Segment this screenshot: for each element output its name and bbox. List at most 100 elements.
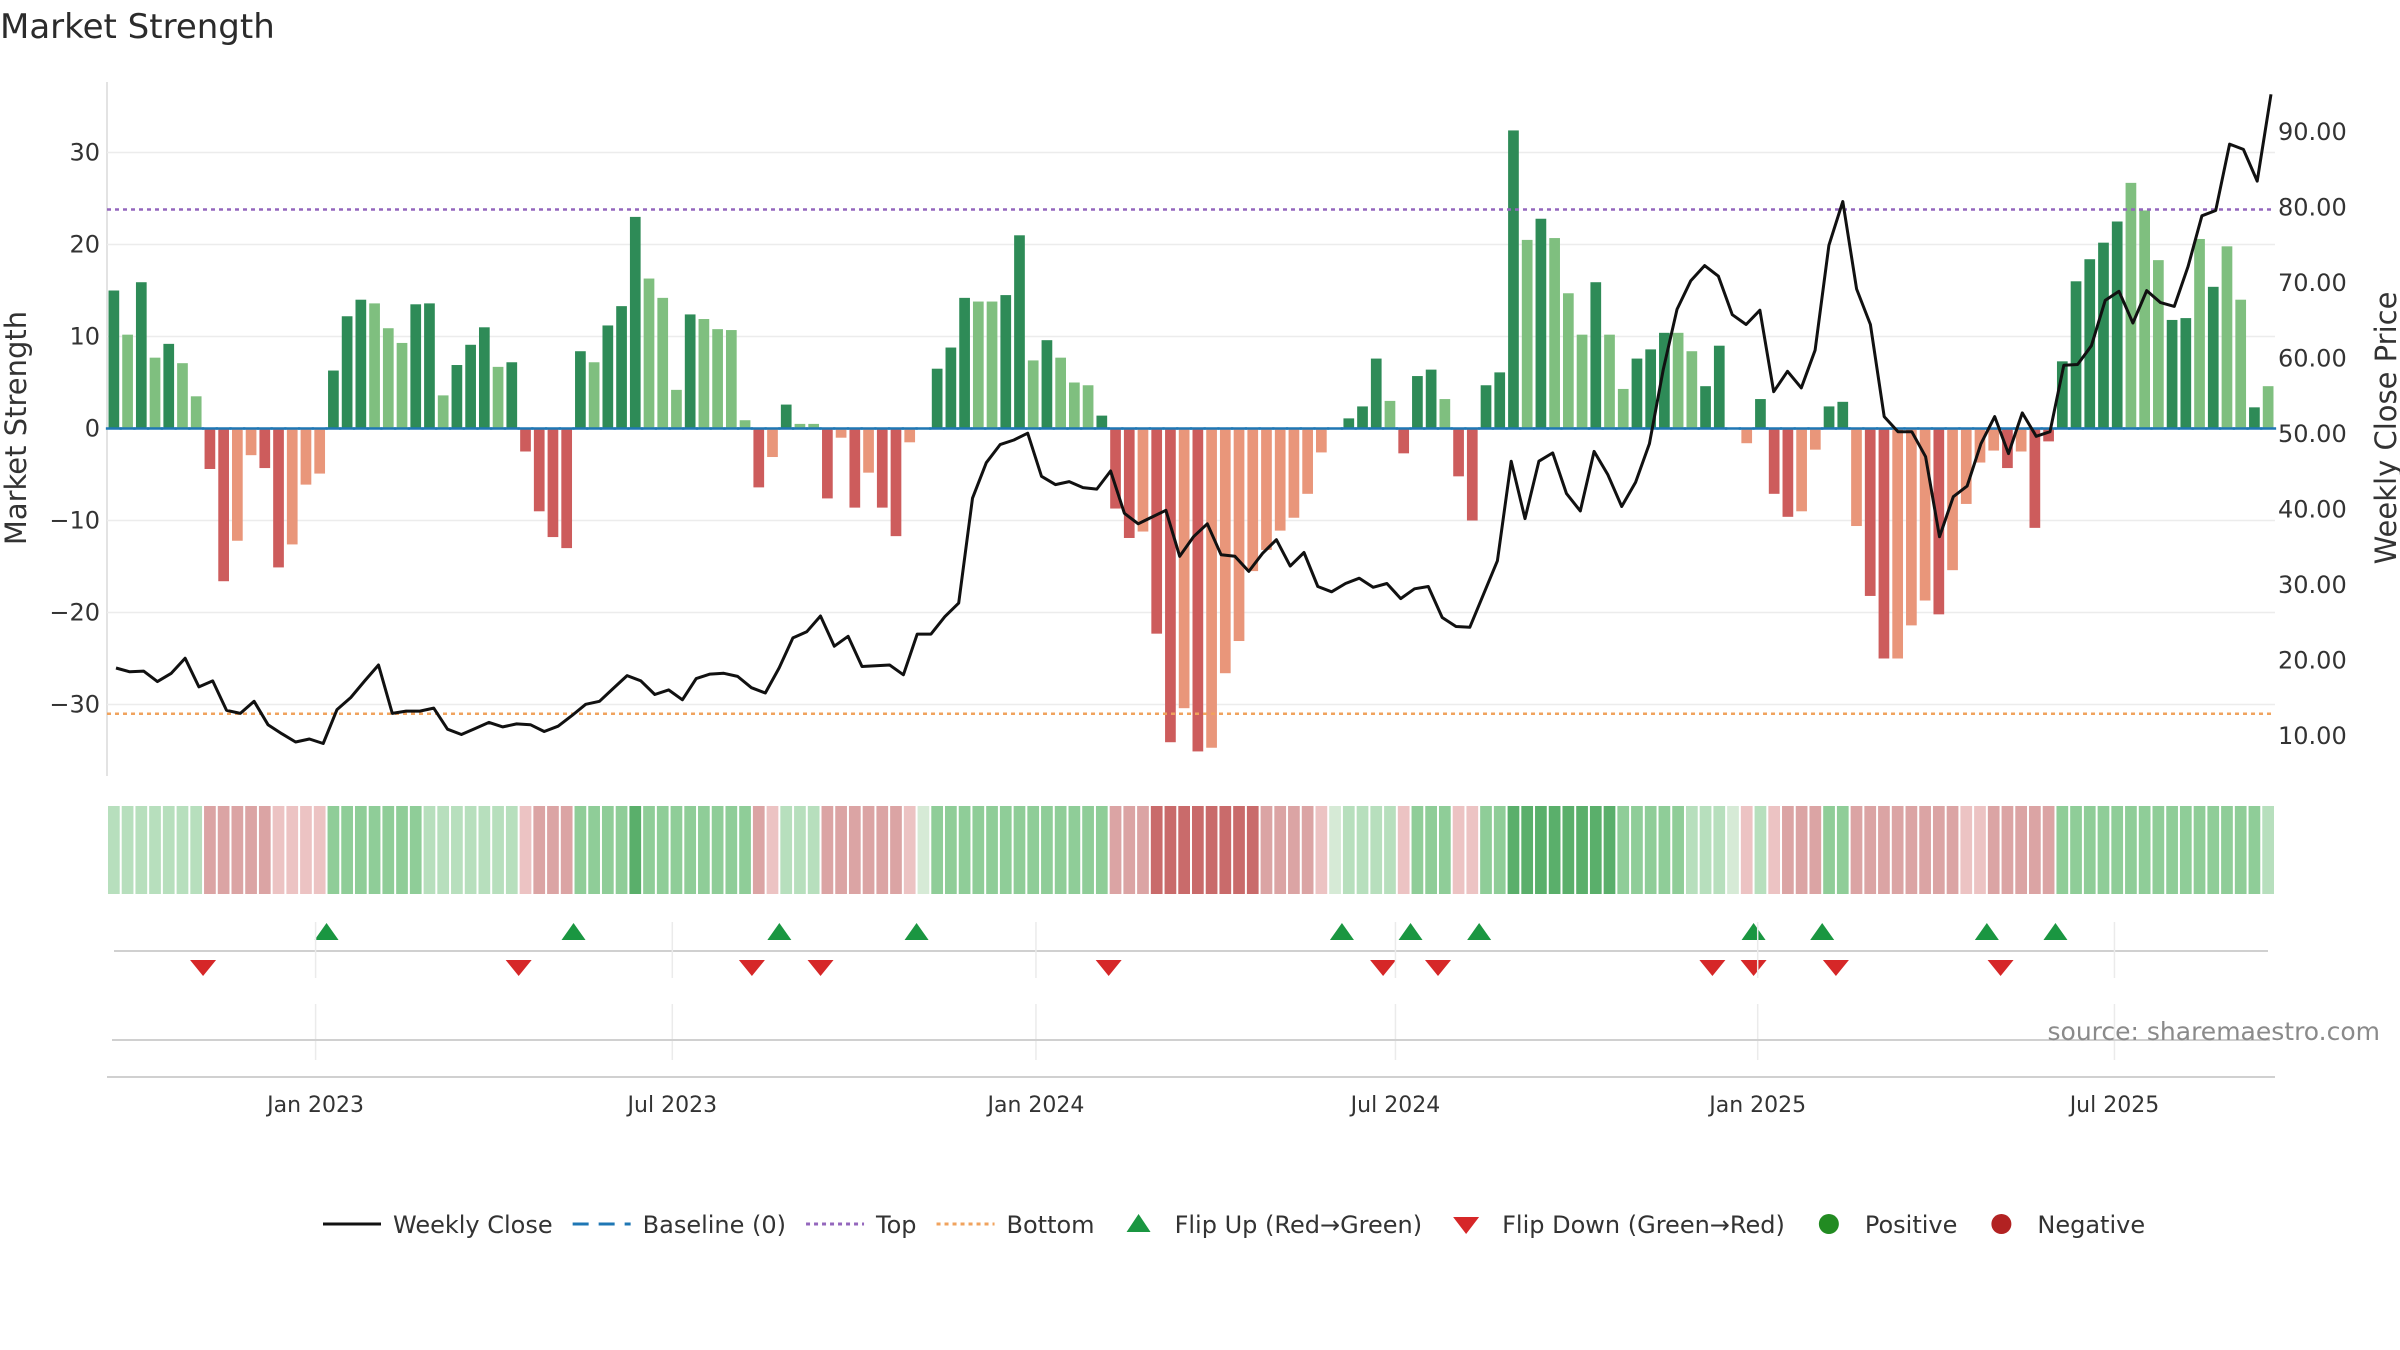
heat-cell (1274, 806, 1287, 894)
heat-cell (1315, 806, 1328, 894)
x-tick-label: Jul 2025 (2068, 1093, 2160, 1118)
strength-bar (2043, 428, 2054, 442)
heat-cell (2262, 806, 2274, 894)
strength-bar (588, 362, 600, 429)
strength-bar (863, 428, 874, 473)
strength-bar (808, 423, 820, 429)
strength-heatstrip (108, 806, 2274, 894)
heat-cell (1411, 806, 1424, 894)
heat-cell (409, 806, 422, 894)
strength-bar (1713, 345, 1725, 429)
strength-bar (2249, 407, 2260, 429)
y-tick-label: 20 (69, 231, 100, 259)
strength-bar (506, 362, 518, 429)
heat-cell (615, 806, 628, 894)
heat-cell (2029, 806, 2041, 894)
heat-cell (560, 806, 573, 894)
strength-bar (1864, 428, 1876, 596)
strength-bar (1192, 428, 1204, 752)
heat-cell (821, 806, 834, 894)
strength-bar (739, 420, 751, 429)
heat-cell (382, 806, 395, 894)
strength-bar (1480, 385, 1492, 429)
heat-cell (958, 806, 971, 894)
heat-cell (1507, 806, 1520, 894)
strength-bar (629, 216, 641, 429)
strength-bar (753, 428, 765, 488)
heat-cell (2166, 806, 2178, 894)
heat-cell (1878, 806, 1890, 894)
heat-cell (2042, 806, 2055, 894)
y2-tick-label: 60.00 (2278, 345, 2347, 373)
heat-cell (1205, 806, 1218, 894)
y-tick-label: −30 (49, 691, 100, 719)
heat-cell (862, 806, 875, 894)
heat-cell (1109, 806, 1122, 894)
strength-bar (465, 344, 476, 429)
heat-cell (451, 806, 463, 894)
heat-cell (1356, 806, 1369, 894)
source-label: source: sharemaestro.com (2048, 1017, 2381, 1046)
heat-cell (519, 806, 532, 894)
heat-cell (2001, 806, 2014, 894)
flip-up-marker (561, 923, 586, 940)
heat-cell (684, 806, 697, 894)
strength-bar (1659, 332, 1670, 429)
strength-bar (794, 423, 806, 429)
heat-cell (1384, 806, 1396, 894)
strength-bar (1755, 399, 1766, 429)
strength-bar (2111, 221, 2123, 429)
strength-bar (2139, 210, 2150, 429)
heat-cell (1054, 806, 1067, 894)
flip-down-marker (738, 960, 765, 976)
heat-cell (1123, 806, 1136, 894)
strength-bar (1137, 428, 1149, 532)
strength-bar (286, 428, 298, 545)
strength-bar (328, 370, 339, 429)
strength-bar (1247, 428, 1259, 572)
flip-up-marker (1467, 923, 1492, 940)
flip-up-marker (904, 923, 929, 940)
strength-bar (369, 303, 380, 429)
strength-bar (2070, 281, 2082, 429)
heat-cell (258, 806, 271, 894)
strength-bar (1069, 382, 1080, 429)
strength-bar (259, 428, 271, 469)
strength-bar (959, 297, 970, 429)
heat-cell (1233, 806, 1245, 894)
strength-bar (520, 428, 531, 452)
heat-cell (492, 806, 504, 894)
heat-cell (2234, 806, 2247, 894)
strength-bar (1425, 369, 1437, 429)
heat-cell (1438, 806, 1451, 894)
heat-cell (1329, 806, 1341, 894)
heat-cell (931, 806, 944, 894)
strength-bar (1370, 358, 1382, 429)
strength-bar (684, 314, 696, 429)
heat-cell (1672, 806, 1684, 894)
strength-bar (657, 297, 669, 429)
strength-bar (698, 319, 710, 429)
heat-cell (272, 806, 285, 894)
flips-panel (114, 922, 2268, 1060)
strength-bar (1672, 332, 1684, 429)
heat-cell (601, 806, 614, 894)
heat-cell (739, 806, 751, 894)
strength-bar (410, 304, 422, 429)
heat-cell (890, 806, 902, 894)
heat-cell (2070, 806, 2082, 894)
strength-bar (1151, 428, 1163, 634)
heat-cell (1219, 806, 1232, 894)
heat-cell (437, 806, 450, 894)
legend-key-positive (1818, 1214, 1839, 1234)
y2-tick-label: 80.00 (2278, 194, 2347, 222)
y-tick-label: 30 (69, 139, 100, 167)
heat-cell (1342, 806, 1355, 894)
heat-cell (108, 806, 120, 894)
strength-bar (1576, 334, 1588, 429)
legend-label: Baseline (0) (643, 1211, 786, 1239)
heat-cell (1425, 806, 1437, 894)
heat-cell (1589, 806, 1602, 894)
strength-bar (945, 347, 957, 429)
